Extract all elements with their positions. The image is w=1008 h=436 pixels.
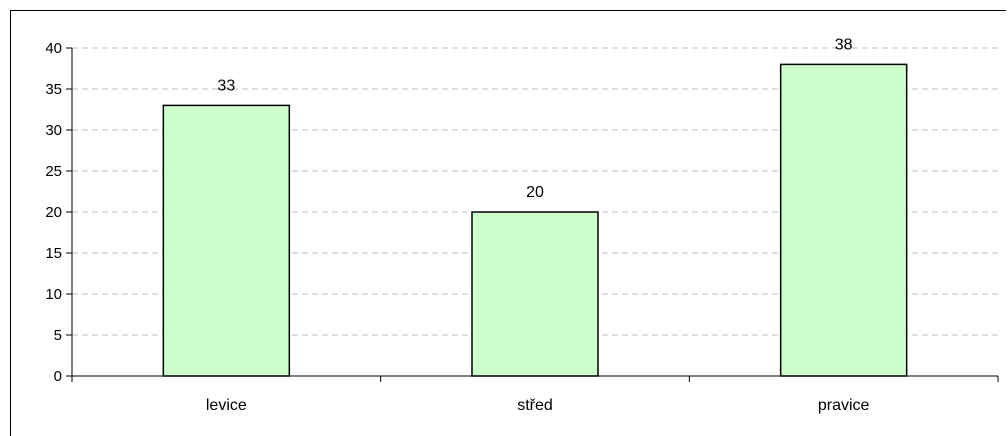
- y-tick-label: 35: [45, 81, 62, 98]
- y-tick-label: 15: [45, 245, 62, 262]
- y-tick-label: 40: [45, 40, 62, 57]
- bar-pravice: [779, 63, 908, 377]
- data-label: 33: [217, 77, 235, 94]
- bar-střed: [471, 211, 599, 377]
- y-tick-label: 25: [45, 163, 62, 180]
- x-tick-label: levice: [206, 397, 247, 414]
- data-label: 38: [835, 36, 853, 53]
- x-tick-label: pravice: [818, 397, 870, 414]
- data-label: 20: [526, 184, 544, 201]
- y-tick-label: 20: [45, 204, 62, 221]
- bar-levice: [162, 104, 291, 377]
- x-tick-label: střed: [517, 397, 553, 414]
- y-tick-label: 0: [54, 368, 62, 385]
- y-tick-label: 10: [45, 286, 62, 303]
- y-tick-label: 5: [54, 327, 62, 344]
- y-tick-label: 30: [45, 122, 62, 139]
